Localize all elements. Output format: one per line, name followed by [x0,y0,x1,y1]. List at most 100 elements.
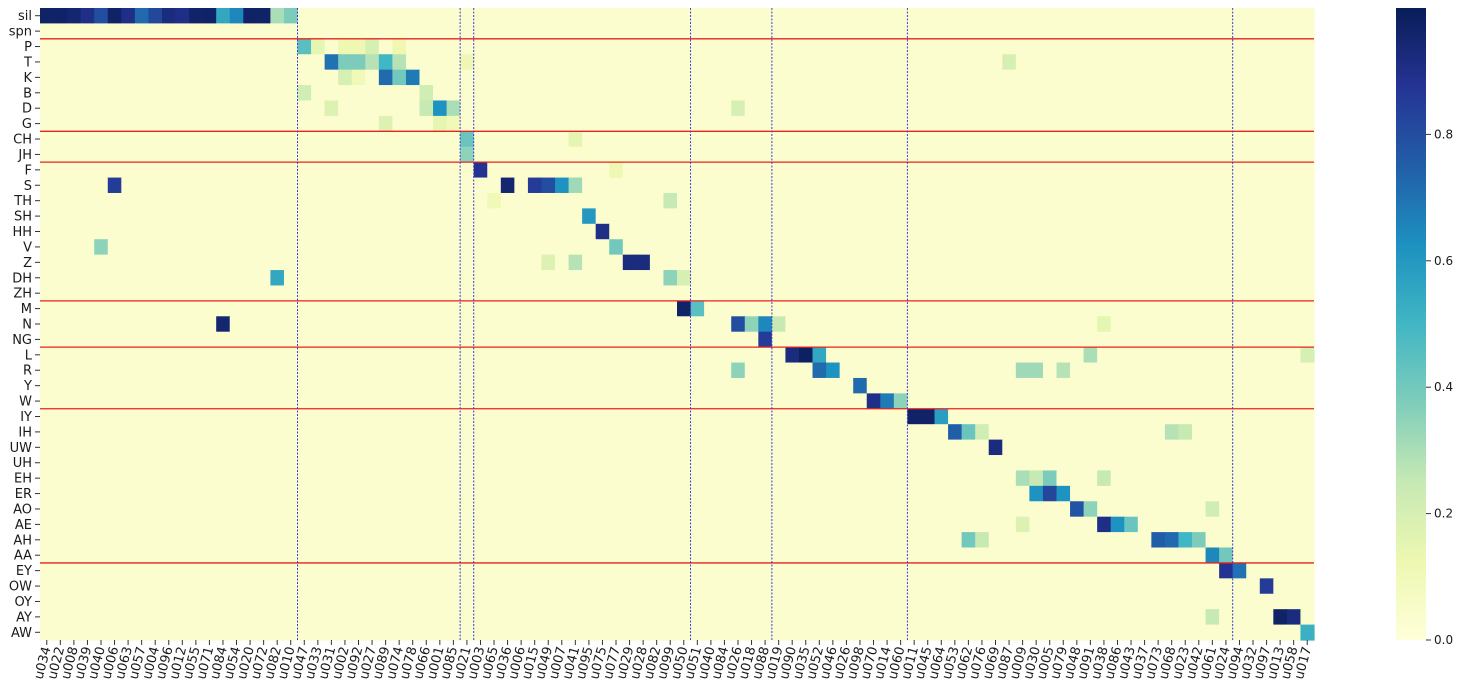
heatmap-cell [622,609,637,626]
heatmap-cell [175,270,190,287]
heatmap-cell [1259,177,1274,194]
heatmap-cell [1232,54,1247,71]
heatmap-cell [1219,377,1234,394]
heatmap-cell [717,439,732,456]
heatmap-cell [378,501,393,518]
heatmap-cell [216,300,231,317]
heatmap-cell [175,38,190,55]
heatmap-cell [40,377,55,394]
heatmap-cell [405,624,421,641]
heatmap-cell [405,223,421,240]
heatmap-cell [1070,285,1085,302]
heatmap-cell [94,485,109,502]
heatmap-cell [893,547,908,564]
heatmap-cell [1178,223,1193,240]
heatmap-cell [148,408,163,425]
heatmap-cell [826,578,841,595]
heatmap-cell [161,8,177,25]
heatmap-cell [961,285,976,302]
heatmap-cell [107,8,122,25]
heatmap-cell [541,54,556,71]
heatmap-cell [121,347,136,364]
heatmap-cell [636,470,651,487]
heatmap-cell [256,562,271,579]
heatmap-cell [893,485,908,502]
heatmap-cell [433,300,448,317]
heatmap-cell [1015,455,1030,472]
heatmap-cell [541,177,556,194]
heatmap-cell [1178,23,1193,40]
heatmap-cell [80,347,95,364]
heatmap-cell [40,131,55,148]
heatmap-cell [446,208,461,225]
heatmap-cell [920,146,936,163]
heatmap-cell [229,316,244,333]
heatmap-cell [595,593,610,610]
heatmap-cell [866,562,881,579]
heatmap-cell [202,300,217,317]
heatmap-cell [1219,100,1234,117]
heatmap-cell [1002,439,1017,456]
heatmap-cell [1070,223,1085,240]
heatmap-cell [1286,38,1302,55]
heatmap-cell [907,578,922,595]
heatmap-cell [40,532,55,549]
heatmap-cell [202,393,217,410]
heatmap-cell [134,131,150,148]
heatmap-cell [812,578,827,595]
heatmap-cell [568,516,583,533]
heatmap-cell [555,8,570,25]
heatmap-cell [283,300,299,317]
heatmap-cell [1286,516,1302,533]
heatmap-cell [663,316,678,333]
heatmap-cell [826,254,841,271]
heatmap-cell [1178,239,1193,256]
heatmap-cell [175,331,190,348]
heatmap-cell [256,609,271,626]
heatmap-cell [975,316,990,333]
heatmap-cell [107,54,122,71]
heatmap-cell [473,192,488,209]
heatmap-cell [40,624,55,641]
heatmap-cell [826,192,841,209]
heatmap-cell [514,501,529,518]
heatmap-cell [568,115,583,132]
heatmap-cell [826,270,841,287]
heatmap-cell [1164,408,1180,425]
heatmap-cell [419,69,434,86]
heatmap-cell [568,331,583,348]
heatmap-cell [839,100,854,117]
heatmap-cell [1042,593,1058,610]
heatmap-cell [907,331,922,348]
heatmap-cell [812,316,827,333]
heatmap-cell [446,131,461,148]
heatmap-cell [216,501,231,518]
heatmap-cell [1232,624,1247,641]
heatmap-cell [433,131,448,148]
heatmap-cell [351,254,366,271]
heatmap-cell [297,424,312,441]
heatmap-cell [1151,223,1166,240]
heatmap-cell [771,270,787,287]
heatmap-cell [446,300,461,317]
heatmap-cell [433,85,448,102]
heatmap-cell [351,578,366,595]
heatmap-cell [920,562,936,579]
heatmap-cell [378,54,393,71]
heatmap-cell [880,470,895,487]
heatmap-cell [1219,593,1234,610]
heatmap-cell [555,131,570,148]
heatmap-cell [1056,54,1071,71]
heatmap-cell [988,131,1003,148]
heatmap-cell [175,347,190,364]
heatmap-cell [378,23,393,40]
heatmap-cell [527,131,543,148]
heatmap-cell [229,208,244,225]
heatmap-cell [1056,547,1071,564]
heatmap-cell [1259,516,1274,533]
heatmap-cell [826,624,841,641]
heatmap-cell [338,177,353,194]
heatmap-cell [1002,69,1017,86]
heatmap-cell [229,162,244,179]
heatmap-cell [500,393,515,410]
